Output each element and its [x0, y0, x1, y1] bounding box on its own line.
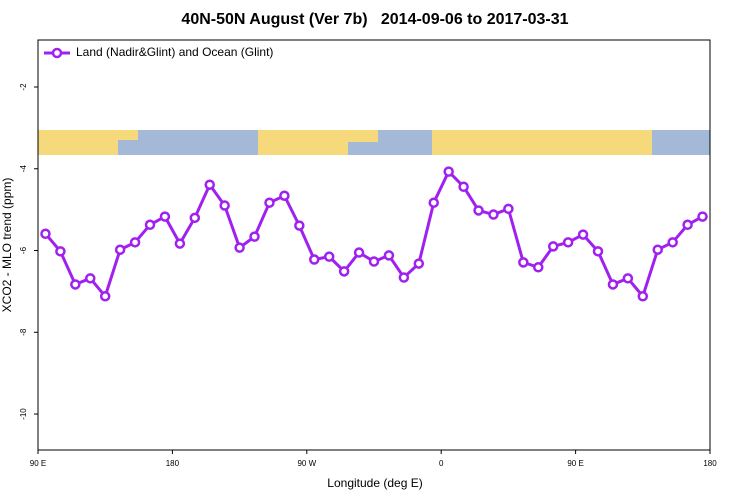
- x-tick-label: 180: [166, 459, 180, 468]
- point: [682, 219, 693, 231]
- point: [697, 211, 708, 222]
- point: [577, 229, 589, 240]
- point: [264, 197, 275, 208]
- point: [219, 200, 230, 211]
- point: [562, 237, 574, 248]
- series-line: [44, 169, 704, 300]
- point: [413, 258, 425, 269]
- point: [383, 250, 395, 261]
- point: [159, 211, 171, 222]
- y-tick-label: -8: [19, 328, 28, 336]
- point: [637, 291, 649, 302]
- point: [309, 254, 320, 265]
- point: [398, 272, 410, 283]
- point: [607, 279, 619, 290]
- y-tick-label: -6: [19, 246, 28, 254]
- point: [234, 242, 245, 253]
- plot-frame: [37, 39, 711, 451]
- x-tick-label: 180: [703, 459, 717, 468]
- point: [174, 238, 186, 249]
- point: [85, 273, 96, 284]
- land: [258, 130, 348, 155]
- x-tick-label: 90 W: [297, 459, 316, 468]
- land: [432, 130, 522, 155]
- point: [114, 244, 126, 255]
- point: [353, 247, 365, 258]
- point: [204, 179, 215, 190]
- y-tick-label: -2: [19, 83, 28, 91]
- point: [338, 266, 350, 277]
- land: [348, 130, 378, 142]
- land: [118, 130, 138, 140]
- point: [368, 256, 380, 267]
- x-axis-label: Longitude (deg E): [327, 476, 422, 490]
- land: [38, 130, 118, 155]
- land: [522, 130, 652, 155]
- point: [249, 231, 260, 242]
- point: [428, 197, 439, 208]
- y-tick-label: -10: [19, 408, 28, 420]
- point: [144, 219, 156, 231]
- point: [652, 244, 663, 255]
- point: [70, 279, 81, 290]
- point: [99, 291, 111, 302]
- point: [533, 262, 544, 273]
- point: [294, 220, 305, 231]
- point: [40, 228, 51, 240]
- point: [473, 205, 484, 216]
- point: [443, 166, 454, 177]
- y-tick-label: -4: [19, 165, 28, 173]
- point: [189, 212, 201, 224]
- legend-label: Land (Nadir&Glint) and Ocean (Glint): [76, 45, 273, 59]
- point: [488, 209, 499, 220]
- point: [129, 237, 141, 248]
- point: [503, 203, 514, 215]
- map-strip: [38, 130, 710, 155]
- x-tick-label: 90 E: [30, 459, 46, 468]
- point: [458, 181, 469, 192]
- point: [667, 237, 678, 248]
- point: [518, 257, 529, 268]
- point: [592, 246, 604, 257]
- point: [323, 251, 335, 262]
- point: [279, 190, 290, 201]
- point: [622, 273, 634, 284]
- point: [55, 246, 66, 257]
- point: [547, 241, 559, 252]
- legend-marker: [51, 47, 63, 59]
- x-tick-label: 90 E: [567, 459, 583, 468]
- chart-title: 40N-50N August (Ver 7b) 2014-09-06 to 20…: [181, 11, 568, 28]
- y-axis-label: XCO2 - MLO trend (ppm): [0, 178, 14, 313]
- x-tick-label: 0: [439, 459, 444, 468]
